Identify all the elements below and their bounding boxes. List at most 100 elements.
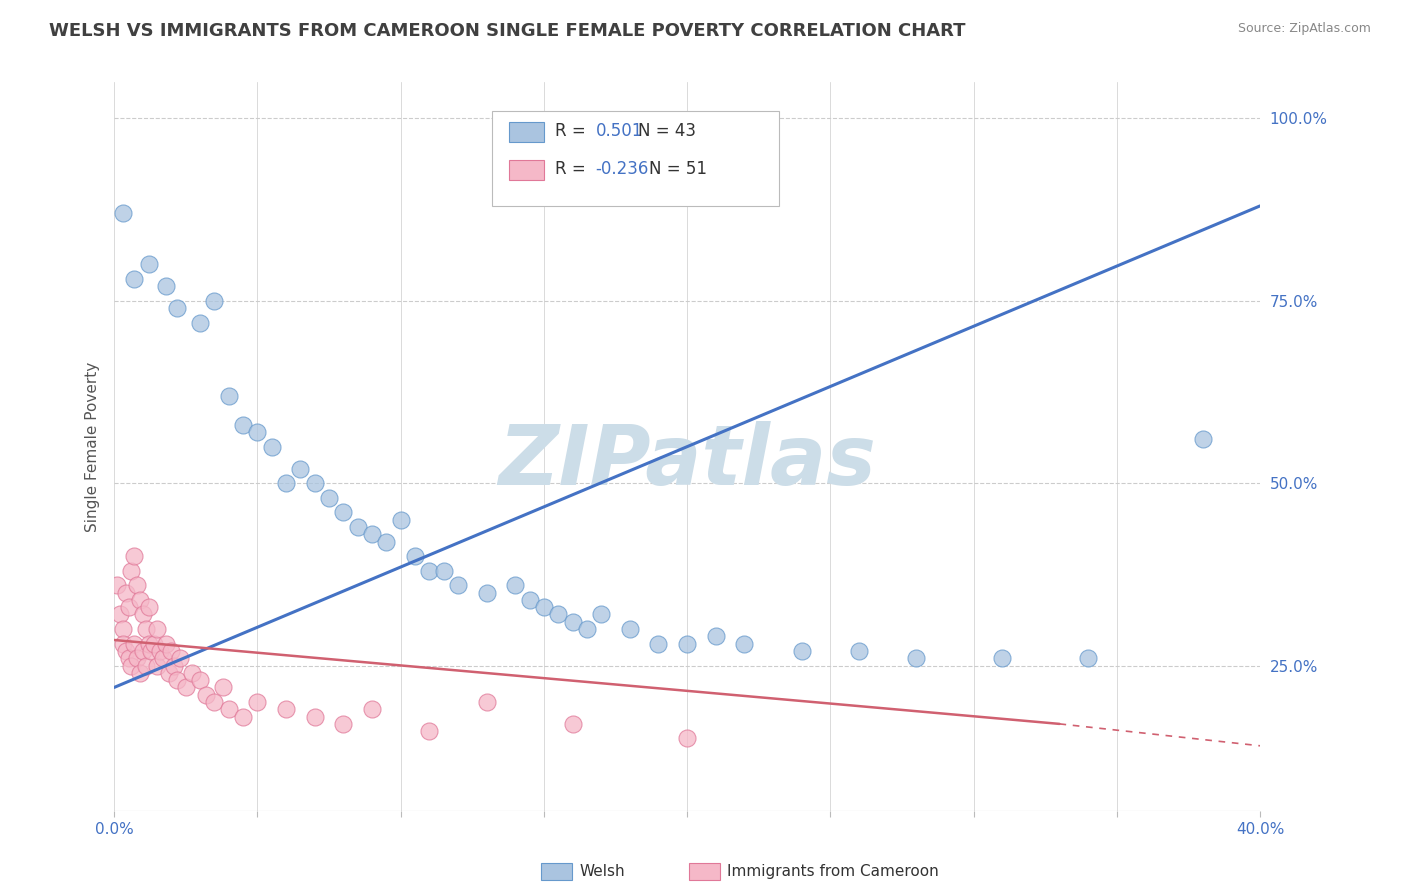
Point	[991, 651, 1014, 665]
Y-axis label: Single Female Poverty: Single Female Poverty	[86, 361, 100, 532]
Point	[433, 564, 456, 578]
Point	[290, 461, 312, 475]
Point	[114, 644, 136, 658]
Point	[212, 681, 235, 695]
Point	[218, 702, 240, 716]
Point	[274, 702, 297, 716]
Point	[111, 206, 134, 220]
FancyBboxPatch shape	[492, 112, 779, 206]
Point	[561, 615, 583, 629]
Point	[647, 637, 669, 651]
Point	[232, 709, 254, 723]
Point	[704, 629, 727, 643]
Point	[246, 695, 269, 709]
Point	[166, 301, 188, 315]
Point	[122, 637, 145, 651]
Point	[157, 665, 180, 680]
Point	[318, 491, 340, 505]
Point	[503, 578, 526, 592]
Point	[117, 600, 139, 615]
Point	[169, 651, 191, 665]
Text: Welsh: Welsh	[579, 864, 624, 879]
Point	[547, 607, 569, 622]
Point	[127, 578, 149, 592]
Text: N = 43: N = 43	[638, 122, 696, 140]
Point	[166, 673, 188, 687]
Point	[155, 637, 177, 651]
Point	[332, 505, 354, 519]
Point	[232, 417, 254, 432]
Point	[174, 681, 197, 695]
Point	[418, 724, 440, 739]
Text: WELSH VS IMMIGRANTS FROM CAMEROON SINGLE FEMALE POVERTY CORRELATION CHART: WELSH VS IMMIGRANTS FROM CAMEROON SINGLE…	[49, 22, 966, 40]
Point	[619, 622, 641, 636]
Text: 0.501: 0.501	[595, 122, 643, 140]
Point	[155, 279, 177, 293]
Point	[575, 622, 598, 636]
Point	[111, 622, 134, 636]
Point	[1191, 433, 1213, 447]
Point	[905, 651, 928, 665]
Point	[146, 622, 169, 636]
Point	[304, 476, 326, 491]
Point	[1077, 651, 1099, 665]
Point	[260, 440, 283, 454]
Point	[132, 644, 155, 658]
Point	[163, 658, 186, 673]
Text: N = 51: N = 51	[650, 160, 707, 178]
Point	[180, 665, 202, 680]
Point	[404, 549, 426, 563]
Point	[204, 293, 226, 308]
Point	[591, 607, 613, 622]
Point	[475, 695, 498, 709]
Point	[475, 585, 498, 599]
Point	[117, 651, 139, 665]
Point	[375, 534, 398, 549]
Point	[114, 585, 136, 599]
Point	[418, 564, 440, 578]
Point	[122, 272, 145, 286]
Text: Source: ZipAtlas.com: Source: ZipAtlas.com	[1237, 22, 1371, 36]
Point	[790, 644, 813, 658]
Point	[447, 578, 470, 592]
Point	[204, 695, 226, 709]
Text: -0.236: -0.236	[595, 160, 648, 178]
Point	[138, 257, 160, 271]
Point	[152, 651, 174, 665]
Point	[122, 549, 145, 563]
Point	[361, 527, 384, 541]
Point	[138, 600, 160, 615]
Point	[149, 644, 172, 658]
Point	[848, 644, 870, 658]
Point	[274, 476, 297, 491]
Point	[127, 651, 149, 665]
Point	[129, 593, 152, 607]
Point	[108, 607, 131, 622]
Point	[361, 702, 384, 716]
Point	[389, 513, 412, 527]
Point	[120, 564, 142, 578]
Text: Immigrants from Cameroon: Immigrants from Cameroon	[727, 864, 939, 879]
Point	[332, 717, 354, 731]
Point	[304, 709, 326, 723]
Point	[676, 731, 699, 746]
Point	[218, 389, 240, 403]
Point	[676, 637, 699, 651]
Point	[160, 644, 183, 658]
Point	[146, 658, 169, 673]
Point	[120, 658, 142, 673]
Point	[105, 578, 128, 592]
Bar	[509, 160, 544, 180]
Point	[135, 622, 157, 636]
Text: ZIPatlas: ZIPatlas	[498, 421, 876, 502]
Point	[194, 688, 217, 702]
Point	[141, 644, 163, 658]
Point	[135, 658, 157, 673]
Text: R =: R =	[555, 160, 592, 178]
Point	[346, 520, 368, 534]
Point	[129, 665, 152, 680]
Text: R =: R =	[555, 122, 592, 140]
Point	[733, 637, 755, 651]
Bar	[509, 122, 544, 143]
Point	[143, 637, 166, 651]
